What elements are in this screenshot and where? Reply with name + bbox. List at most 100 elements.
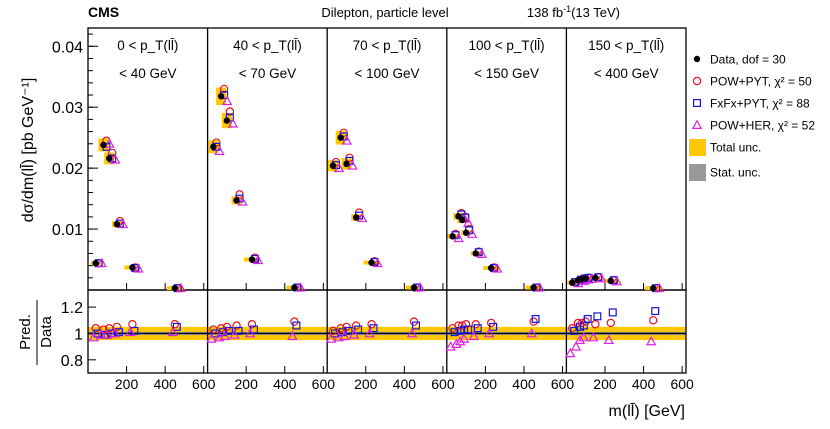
x-tick-label: 200 <box>593 376 617 392</box>
legend-total-unc-swatch <box>689 139 706 156</box>
x-tick-label: 600 <box>312 376 336 392</box>
pow-her-point <box>237 196 248 206</box>
ratio-pow-her-point <box>364 328 375 338</box>
pow-pyt-point <box>219 84 229 94</box>
pow-her-point <box>221 95 233 106</box>
legend-label: POW+PYT, χ² = 50 <box>710 75 812 89</box>
ratio-fxfx-pyt-point <box>531 314 540 323</box>
ratio-fxfx-pyt-point <box>369 324 378 333</box>
ratio-y-tick-label: 1.2 <box>61 300 83 317</box>
data-point <box>650 284 657 292</box>
pow-her-point <box>133 263 144 273</box>
ratio-pow-her-point <box>458 333 470 343</box>
y-tick-label: 0.03 <box>52 100 83 117</box>
ratio-pow-pyt-point <box>247 320 257 329</box>
pow-her-point <box>347 160 358 170</box>
ratio-pow-her-point <box>348 329 360 339</box>
ratio-label-bottom: Data <box>38 316 55 348</box>
pow-her-point <box>491 263 503 273</box>
pow-her-point <box>611 276 622 286</box>
ratio-pow-her-point <box>325 333 337 343</box>
legend-label: Data, dof = 30 <box>710 53 786 67</box>
x-tick-label: 200 <box>115 376 139 392</box>
pow-pyt-point <box>225 107 235 116</box>
x-tick-label: 400 <box>393 376 417 392</box>
x-tick-label: 600 <box>431 376 455 392</box>
ratio-fxfx-pyt-point <box>224 326 233 335</box>
pow-her-point <box>476 248 487 259</box>
panel-label-bottom: < 100 GeV <box>355 66 420 81</box>
plot-layer: 0.01 0.02 0.03 0.04 0.8 1 1.2 0 < p_T(ll̄) < 40 … <box>52 27 694 392</box>
ratio-pow-pyt-point <box>581 317 590 326</box>
x-tick-label: 400 <box>153 376 177 392</box>
ratio-y-tick-label: 0.8 <box>61 353 83 370</box>
ratio-label-top: Pred. <box>17 314 34 350</box>
pow-her-point <box>372 257 383 268</box>
data-point <box>223 117 231 124</box>
x-tick-label: 400 <box>512 376 536 392</box>
ratio-pow-her-point <box>244 328 256 338</box>
ratio-pow-her-point <box>125 326 136 337</box>
x-tick-label: 600 <box>551 376 575 392</box>
pow-her-point <box>117 218 129 229</box>
ratio-pow-her-point <box>574 334 586 345</box>
x-tick-label: 600 <box>670 376 694 392</box>
ratio-fxfx-pyt-point <box>412 321 421 330</box>
ratio-pow-her-point <box>219 330 231 341</box>
data-point <box>472 250 479 257</box>
legend: Data, dof = 30 POW+PYT, χ² = 50 FxFx+PYT, … <box>689 53 815 181</box>
panel-label-bottom: < 150 GeV <box>474 66 539 81</box>
data-point <box>530 284 537 291</box>
panel-label-top: 40 < p_T(ll̄) <box>233 38 302 53</box>
legend-pow-her-marker <box>691 119 703 129</box>
ratio-pow-her-point <box>406 328 418 338</box>
data-point <box>410 284 418 291</box>
ratio-pow-her-point <box>101 329 113 339</box>
ratio-pow-her-point <box>645 335 657 346</box>
ratio-pow-pyt-point <box>591 320 600 329</box>
ratio-pow-her-point <box>206 333 217 343</box>
lumi-value: 138 fb <box>527 5 563 20</box>
pow-her-point <box>214 145 225 156</box>
ratio-pow-pyt-point <box>232 321 241 330</box>
pow-her-point <box>175 282 187 293</box>
ratio-fxfx-pyt-point <box>473 324 482 333</box>
x-axis-label: m(ll̄) [GeV] <box>609 402 685 420</box>
panel-label-bottom: < 70 GeV <box>239 66 296 81</box>
panel-label-top: 70 < p_T(ll̄) <box>353 38 422 53</box>
ratio-pow-her-point <box>564 347 576 358</box>
y-tick-label: 0.01 <box>52 222 83 239</box>
data-point <box>343 160 350 168</box>
pow-pyt-point <box>108 148 117 158</box>
data-point <box>607 277 614 285</box>
pow-pyt-point <box>235 190 244 199</box>
legend-data-marker <box>693 55 701 63</box>
ratio-pow-pyt-point <box>461 320 471 329</box>
ratio-fxfx-pyt-point <box>292 321 301 330</box>
ratio-pow-pyt-point <box>170 320 180 329</box>
data-point <box>210 143 217 151</box>
ratio-pow-her-point <box>451 338 462 348</box>
pow-her-point <box>295 282 306 292</box>
ratio-fxfx-pyt-point <box>583 314 592 323</box>
pow-her-point <box>356 212 368 223</box>
ratio-pow-pyt-point <box>112 322 122 332</box>
ratio-pow-pyt-point <box>128 320 137 329</box>
ratio-pow-pyt-point <box>649 316 658 325</box>
pow-her-point <box>453 232 464 243</box>
legend-label: Total unc. <box>710 141 761 155</box>
data-point <box>291 284 298 291</box>
ratio-pow-her-point <box>603 334 614 345</box>
panel-label-top: 0 < p_T(ll̄) <box>117 38 178 53</box>
ratio-fxfx-pyt-point <box>354 325 363 334</box>
pow-her-point <box>227 118 239 128</box>
cms-label: CMS <box>88 4 119 20</box>
ratio-pow-her-point <box>287 330 298 341</box>
ratio-pow-pyt-point <box>567 324 577 333</box>
data-point <box>129 264 136 271</box>
data-point <box>487 264 495 272</box>
ratio-pow-pyt-point <box>105 324 114 333</box>
chart-title: Dilepton, particle level <box>321 5 448 20</box>
ratio-fxfx-pyt-point <box>608 308 617 317</box>
